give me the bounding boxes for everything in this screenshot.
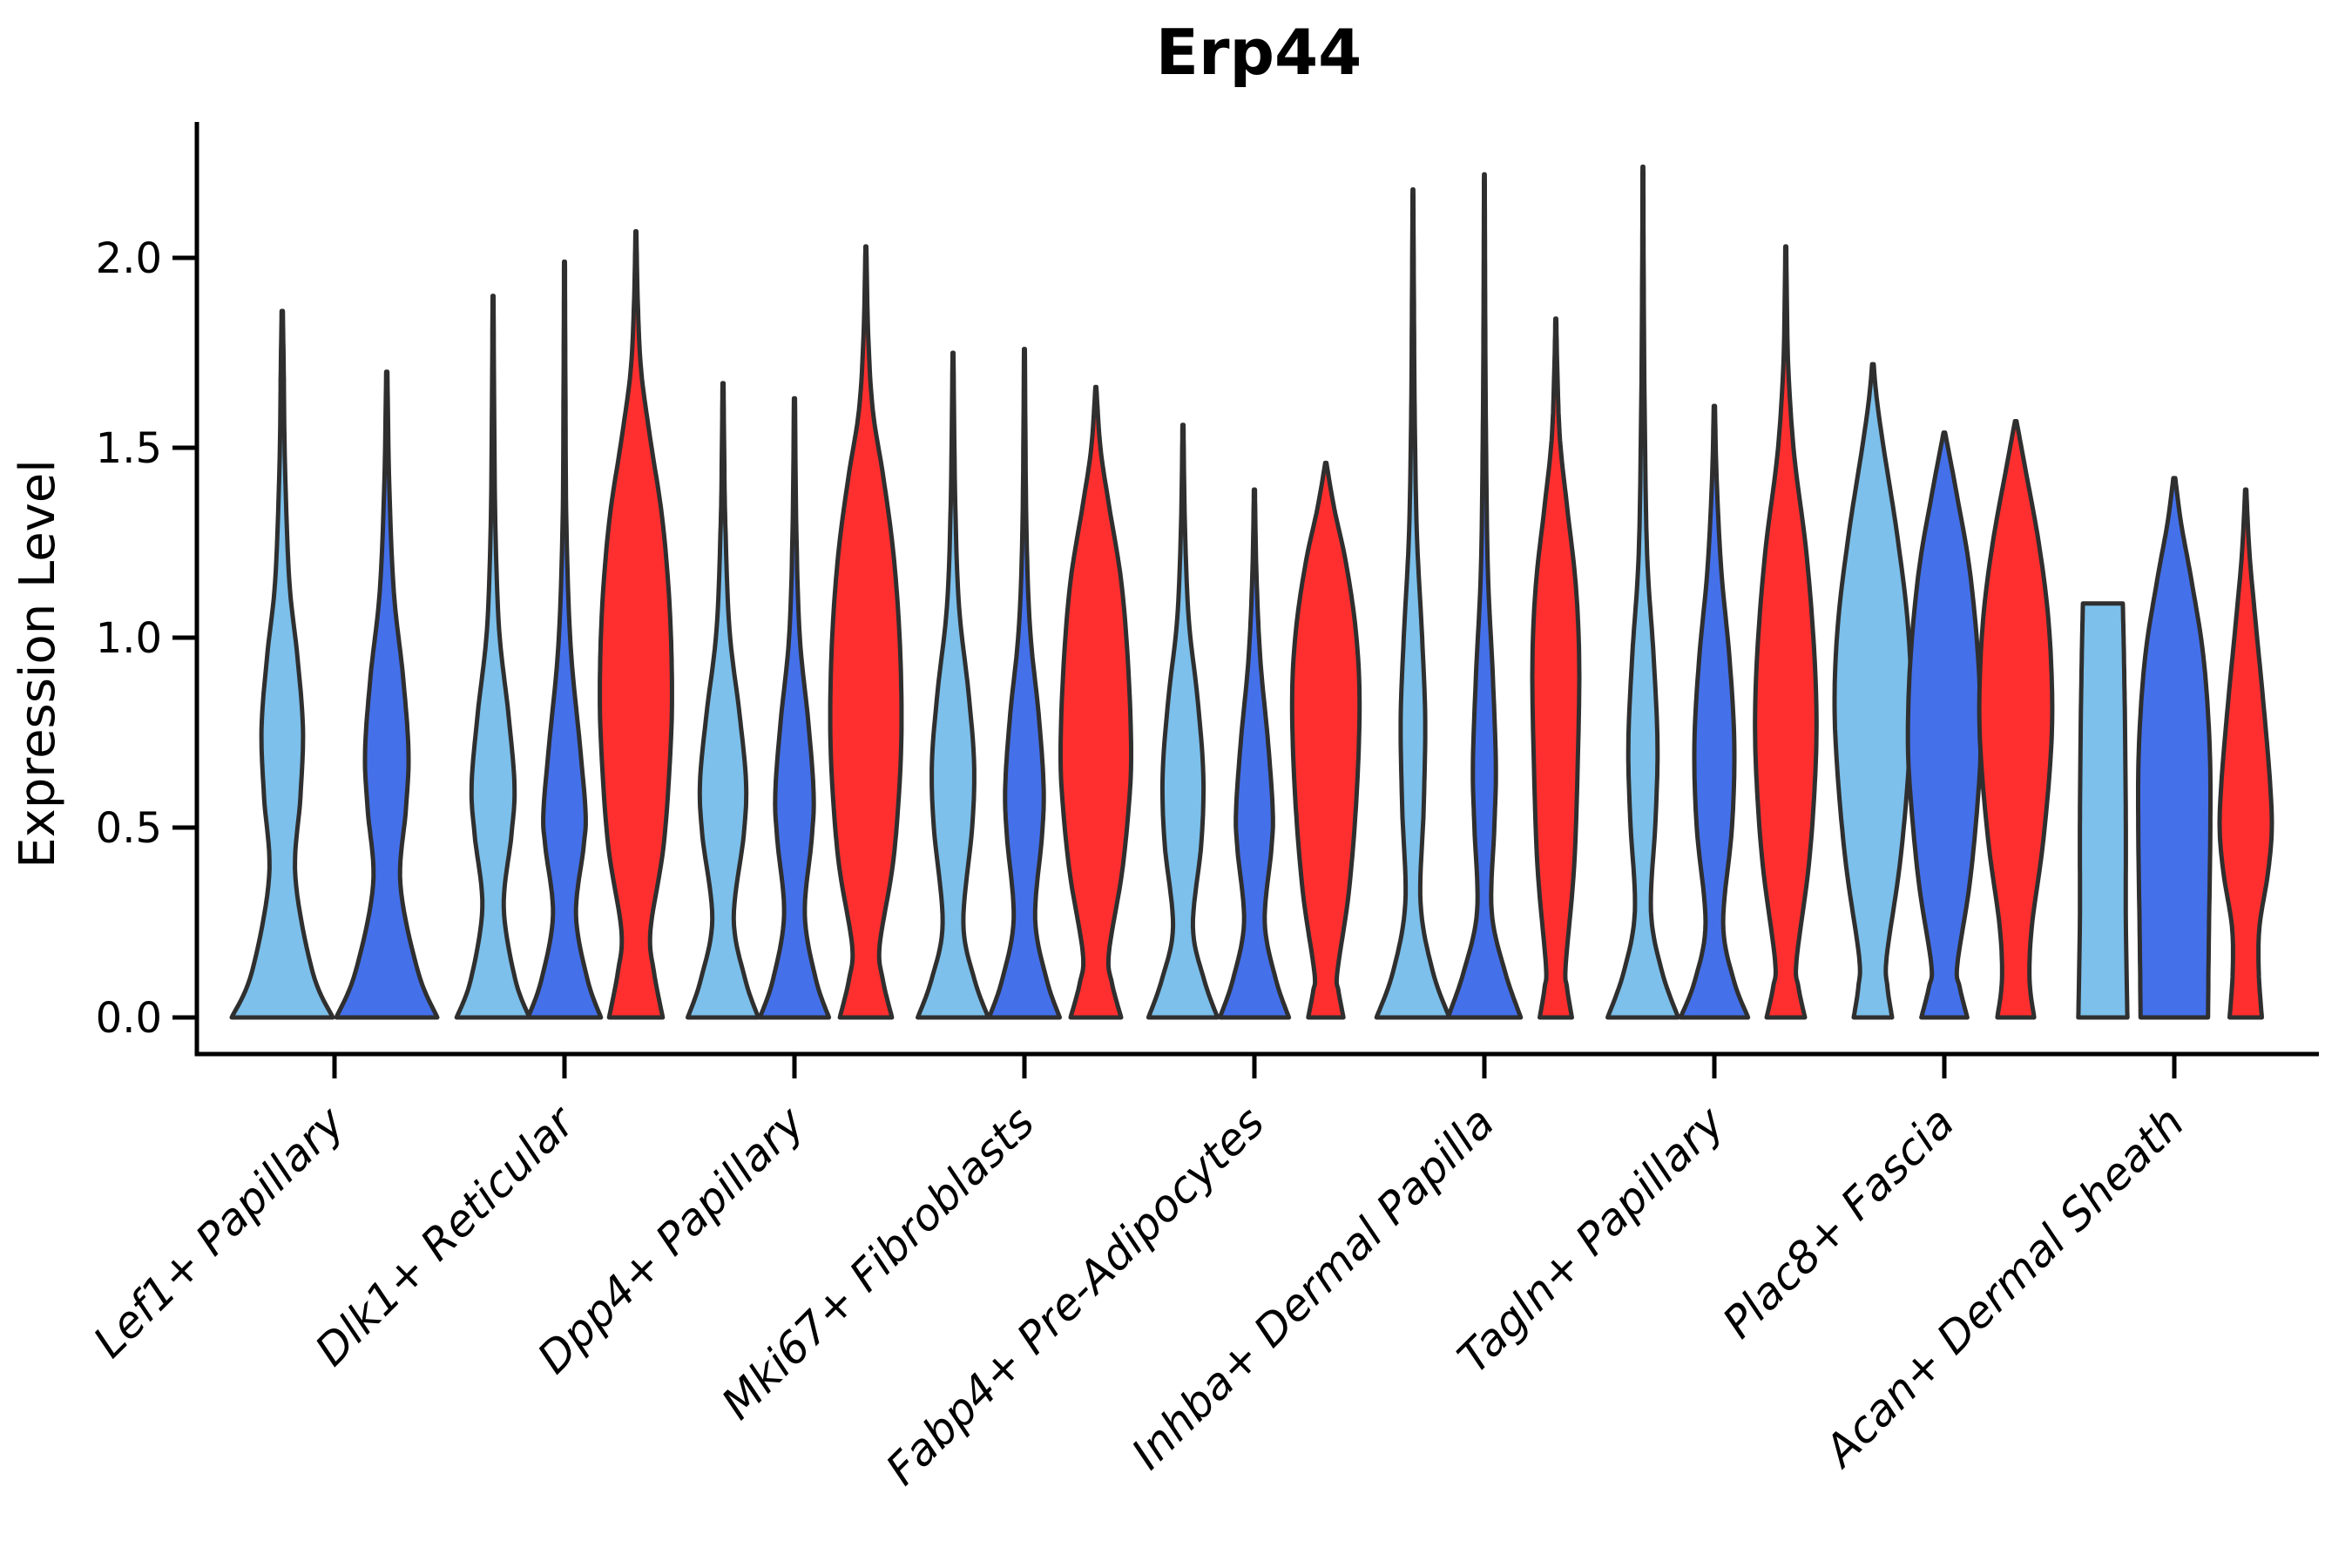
violin-lef1-papillary-dark_blue bbox=[334, 369, 440, 1020]
violins-layer bbox=[229, 164, 2274, 1020]
y-tick-label-1.5: 1.5 bbox=[96, 424, 162, 473]
violin-dlk1-reticular-dark_blue bbox=[525, 259, 604, 1020]
y-axis-label: Expression Level bbox=[10, 459, 66, 868]
violin-plac8-fascia-red bbox=[1977, 419, 2055, 1020]
violin-dpp4-papillary-red bbox=[828, 244, 904, 1020]
y-tick-label-0.5: 0.5 bbox=[96, 804, 162, 853]
y-tick-label-0.0: 0.0 bbox=[96, 994, 162, 1043]
violin-mki67-fibroblasts-light_blue bbox=[916, 350, 990, 1020]
violin-tagln-papillary-red bbox=[1753, 244, 1819, 1020]
violin-dlk1-reticular-light_blue bbox=[454, 294, 532, 1020]
violin-fabp4-pre-adipocytes-red bbox=[1289, 460, 1362, 1020]
violin-tagln-papillary-light_blue bbox=[1605, 164, 1680, 1020]
violin-tagln-papillary-dark_blue bbox=[1678, 403, 1751, 1020]
violin-dlk1-reticular-red bbox=[598, 229, 674, 1020]
violin-acan-dermal-sheath-red bbox=[2217, 487, 2274, 1020]
violin-inhba-dermal-papilla-red bbox=[1530, 316, 1582, 1020]
violin-plac8-fascia-dark_blue bbox=[1905, 430, 1984, 1020]
violin-mki67-fibroblasts-red bbox=[1058, 384, 1133, 1020]
x-tick-label-fabp4-pre-adipocytes: Fabp4+ Pre-Adipocytes bbox=[876, 1097, 1274, 1495]
violin-dpp4-papillary-dark_blue bbox=[757, 395, 832, 1020]
y-ticks: 0.0 0.5 1.0 1.5 2.0 bbox=[96, 234, 197, 1043]
violin-fabp4-pre-adipocytes-dark_blue bbox=[1217, 487, 1292, 1020]
violin-fabp4-pre-adipocytes-light_blue bbox=[1146, 422, 1220, 1020]
violin-lef1-papillary-light_blue bbox=[229, 308, 335, 1020]
x-tick-label-lef1-papillary: Lef1+ Papillary bbox=[84, 1096, 355, 1367]
y-tick-label-2.0: 2.0 bbox=[96, 234, 162, 283]
y-tick-label-1.0: 1.0 bbox=[96, 614, 162, 663]
chart-title: Erp44 bbox=[1156, 16, 1362, 89]
violin-plac8-fascia-light_blue bbox=[1832, 362, 1914, 1020]
violin-acan-dermal-sheath-light_blue bbox=[2076, 601, 2130, 1020]
x-tick-label-inhba-dermal-papilla: Inhba+ Dermal Papilla bbox=[1122, 1097, 1504, 1478]
violin-acan-dermal-sheath-dark_blue bbox=[2136, 476, 2213, 1020]
x-tick-label-plac8-fascia: Plac8+ Fascia bbox=[1713, 1097, 1964, 1348]
violin-dpp4-papillary-light_blue bbox=[686, 381, 760, 1020]
violin-inhba-dermal-papilla-dark_blue bbox=[1445, 172, 1524, 1020]
violin-mki67-fibroblasts-dark_blue bbox=[987, 347, 1062, 1020]
violin-inhba-dermal-papilla-light_blue bbox=[1374, 187, 1452, 1020]
